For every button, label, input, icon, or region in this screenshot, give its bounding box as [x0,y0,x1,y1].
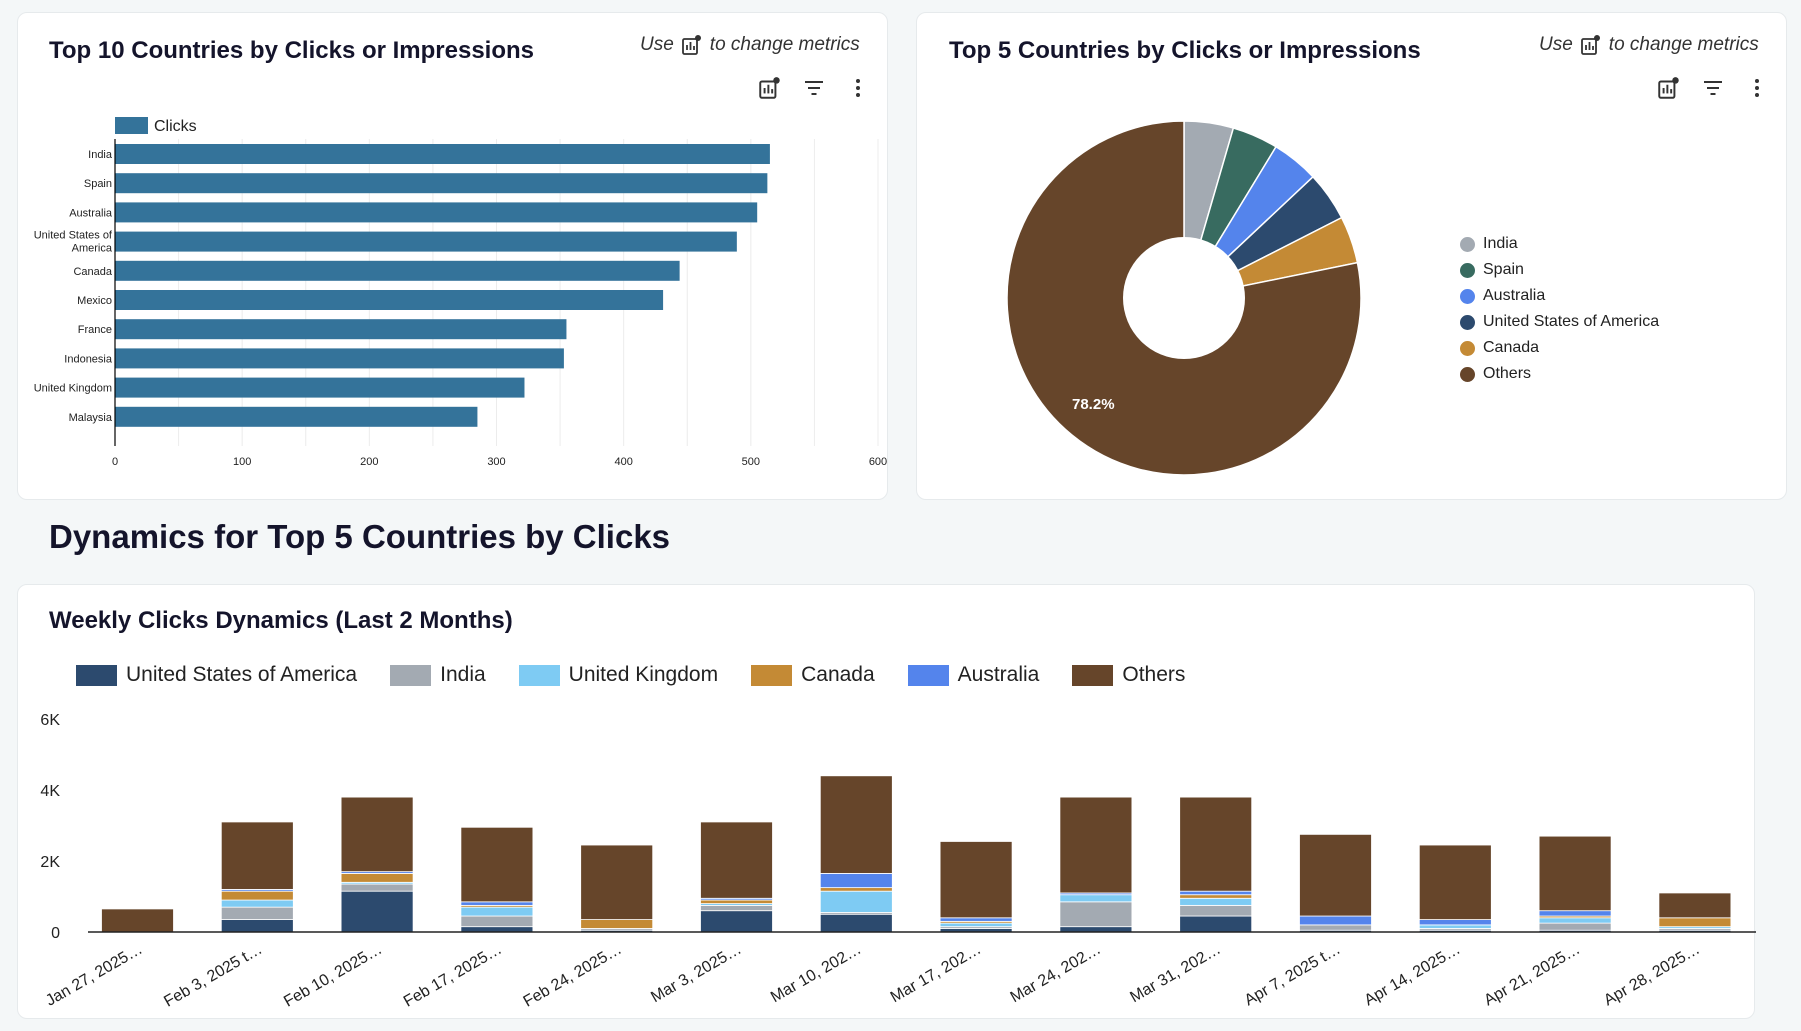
legend-swatch [518,664,560,686]
legend-label: Canada [801,663,875,686]
y-tick-label: Indonesia [64,353,113,365]
legend-label: United States of America [126,663,358,686]
x-tick-label: 0 [112,456,118,468]
x-tick-label: 400 [614,456,632,468]
bar-united-states-of-america [115,231,737,252]
bar-spain [115,173,768,194]
metric-chart-icon [1579,33,1603,57]
legend-item-canada: Canada [751,663,875,687]
x-tick-label: 200 [360,456,378,468]
bar-united-kingdom [115,377,525,398]
legend-dot [1460,262,1475,278]
legend-item-others: Others [1460,365,1531,383]
filter-icon[interactable] [801,75,827,101]
legend-label: United States of America [1483,313,1660,330]
x-tick-label: 600 [869,456,887,468]
legend-dot [1460,288,1475,304]
legend-label: India [1483,235,1518,252]
y-tick-label: United States of [34,230,113,242]
top10-title: Top 10 Countries by Clicks or Impression… [49,37,535,64]
legend-dot [1460,314,1475,330]
legend-swatch [751,664,793,686]
top10-hint: Use to change metrics [640,33,860,57]
legend-item-others: Others [1072,663,1185,687]
top5-card: Top 5 Countries by Clicks or Impressions… [916,12,1787,500]
legend-dot [1460,236,1475,252]
legend-label: Australia [1483,287,1546,304]
y-tick-label: Malaysia [69,412,113,424]
y-tick-label: Australia [69,207,113,219]
bar-australia [115,202,758,223]
legend-label: Australia [957,663,1040,686]
metric-chart-icon [680,33,704,57]
weekly-title: Weekly Clicks Dynamics (Last 2 Months) [49,607,513,634]
y-tick-label: Canada [73,266,112,278]
legend-label: Others [1483,365,1532,382]
legend-item-spain: Spain [1460,261,1524,279]
legend-item-united-states-of-america: United States of America [76,663,357,687]
top5-title: Top 5 Countries by Clicks or Impressions [949,37,1421,64]
more-vert-icon[interactable] [1744,75,1770,101]
y-tick-label: Spain [84,178,112,190]
hint-use-text: Use [640,34,674,55]
legend-label: India [440,663,486,686]
top10-bar-chart: Clicks India Spain Australia United States … [34,117,887,468]
y-tick-label: America [72,243,113,255]
legend-item-india: India [1460,235,1518,253]
legend-item-australia: Australia [1460,287,1545,305]
x-tick-label: 100 [233,456,251,468]
y-tick-label: India [88,149,113,161]
legend-dot [1460,340,1475,356]
legend-swatch [76,664,117,686]
legend-item-canada: Canada [1460,339,1539,357]
top5-toolbar [1656,75,1770,101]
filter-icon[interactable] [1700,75,1726,101]
y-tick-label: United Kingdom [34,383,112,395]
legend-swatch [907,664,949,686]
x-tick-label: 300 [487,456,505,468]
top10-toolbar [757,75,871,101]
legend-swatch-clicks [115,117,148,134]
top5-hint: Use to change metrics [1539,33,1759,57]
x-tick-label: 500 [742,456,760,468]
bar-canada [115,260,680,281]
chart-options-icon[interactable] [1656,75,1682,101]
bar-mexico [115,290,664,310]
weekly-legend: United States of America India United King… [76,663,1218,687]
hint-rest-text: to change metrics [1608,34,1759,55]
legend-label-clicks: Clicks [154,118,197,135]
y-tick-label: France [78,324,112,336]
legend-item-united-states-of-america: United States of America [1460,313,1659,331]
legend-item-united-kingdom: United Kingdom [518,663,719,687]
bar-france [115,319,567,340]
bar-indonesia [115,348,564,369]
donut-hole [1123,237,1245,359]
hint-rest-text: to change metrics [709,34,860,55]
y-tick-label: Mexico [77,295,112,307]
section-title: Dynamics for Top 5 Countries by Clicks [49,518,671,555]
legend-item-india: India [390,663,486,687]
legend-label: United Kingdom [568,663,719,686]
legend-item-australia: Australia [907,663,1040,687]
legend-label: Others [1122,663,1186,686]
chart-options-icon[interactable] [757,75,783,101]
legend-swatch [390,664,432,686]
bar-malaysia [115,406,478,427]
slice-others [1006,120,1362,476]
legend-label: Spain [1483,261,1524,278]
legend-swatch [1072,664,1114,686]
more-vert-icon[interactable] [845,75,871,101]
legend-dot [1460,366,1475,382]
slice-label-others: 78.2% [1072,396,1115,413]
top10-card: Top 10 Countries by Clicks or Impression… [17,12,888,500]
hint-use-text: Use [1539,34,1573,55]
weekly-card [17,584,1755,1019]
top5-donut-chart: 78.2% [1006,120,1362,476]
legend-label: Canada [1483,339,1540,356]
bar-india [115,144,770,164]
